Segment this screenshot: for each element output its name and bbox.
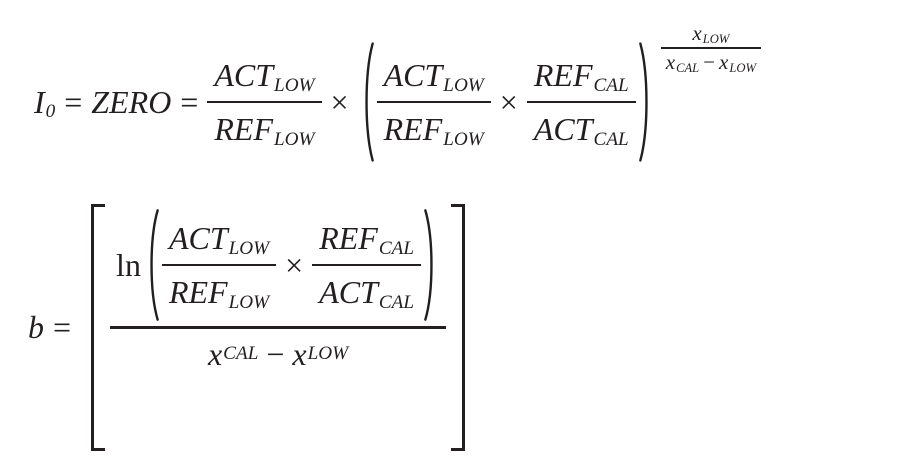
- exponent-fraction: xLOW xCAL − xLOW: [660, 20, 761, 76]
- equals-sign: =: [53, 308, 72, 345]
- times-operator: ×: [330, 83, 349, 120]
- ref-cal-over-act-cal-fraction: REFCAL ACTCAL: [526, 51, 636, 153]
- variable-base: x: [719, 49, 729, 74]
- equals-sign: =: [64, 83, 83, 120]
- act-low-over-ref-low-fraction: ACTLOW REFLOW: [161, 214, 277, 316]
- lhs-i0: I0: [34, 83, 56, 123]
- variable-base: REF: [168, 274, 228, 310]
- variable-subscript: CAL: [378, 291, 415, 313]
- fraction-bar: [207, 101, 322, 103]
- variable-subscript: LOW: [729, 60, 756, 75]
- variable-base: ACT: [168, 220, 228, 256]
- variable-base: x: [665, 49, 676, 74]
- variable-I: I: [34, 83, 45, 120]
- variable-subscript: LOW: [228, 237, 270, 259]
- variable-subscript: LOW: [274, 128, 315, 150]
- minus-sign: −: [266, 335, 285, 372]
- x-low-over-xcal-minus-xlow-fraction: xLOW xCAL − xLOW: [660, 20, 761, 76]
- variable-base: ACT: [214, 57, 274, 93]
- variable-base: ACT: [533, 111, 593, 147]
- open-paren: [145, 208, 160, 322]
- close-paren: [423, 208, 438, 322]
- ref-cal-over-act-cal-fraction: REFCAL ACTCAL: [312, 214, 422, 316]
- variable-base: x: [292, 335, 307, 372]
- variable-base: REF: [533, 57, 593, 93]
- numerator: ACTLOW: [377, 51, 491, 101]
- fraction-bar: [660, 47, 761, 49]
- equation-b: b = ln ACTLOW REFLOW × RE: [28, 204, 466, 451]
- zero-label: ZERO: [91, 83, 172, 120]
- denominator: ACTCAL: [312, 266, 421, 316]
- subscript-0: 0: [45, 101, 56, 123]
- variable-base: REF: [214, 111, 273, 147]
- minus-sign: −: [703, 49, 716, 74]
- main-numerator: ln ACTLOW REFLOW × REFCAL ACTCAL: [108, 204, 448, 326]
- denominator: REFLOW: [207, 103, 321, 153]
- denominator: ACTCAL: [527, 103, 636, 153]
- bracketed-group: ln ACTLOW REFLOW × REFCAL ACTCAL: [91, 204, 466, 451]
- equation-zero-i0: I0 = ZERO = ACTLOW REFLOW × ACTLOW REFLO…: [34, 21, 761, 176]
- act-low-over-ref-low-fraction: ACTLOW REFLOW: [376, 51, 491, 153]
- close-bracket: [451, 204, 466, 451]
- variable-subscript: CAL: [593, 74, 629, 96]
- variable-base: ACT: [319, 274, 378, 310]
- numerator: xLOW: [687, 20, 734, 47]
- denominator: REFLOW: [377, 103, 491, 153]
- variable-base: REF: [319, 220, 378, 256]
- variable-subscript: LOW: [443, 128, 484, 150]
- variable-subscript: CAL: [593, 128, 629, 150]
- denominator: REFLOW: [162, 266, 276, 316]
- variable-b: b: [28, 308, 44, 345]
- fraction-bar: [376, 101, 491, 103]
- denominator: xCAL − xLOW: [661, 49, 761, 76]
- close-paren: [638, 41, 653, 163]
- act-low-over-ref-low-fraction: ACTLOW REFLOW: [207, 51, 322, 153]
- variable-subscript: LOW: [702, 31, 730, 46]
- variable-subscript: CAL: [676, 60, 700, 75]
- variable-base: x: [692, 20, 702, 45]
- main-fraction: ln ACTLOW REFLOW × REFCAL ACTCAL: [105, 204, 451, 451]
- fraction-bar: [161, 264, 277, 266]
- numerator: ACTLOW: [207, 51, 321, 101]
- times-operator: ×: [499, 83, 518, 120]
- main-fraction-bar: [110, 326, 447, 329]
- fraction-bar: [526, 101, 636, 103]
- variable-subscript: CAL: [378, 237, 415, 259]
- variable-subscript: LOW: [228, 291, 270, 313]
- variable-base: x: [207, 335, 223, 372]
- ln-function-label: ln: [116, 246, 141, 283]
- numerator: ACTLOW: [162, 214, 276, 264]
- main-denominator: x CAL − x LOW: [207, 335, 349, 372]
- numerator: REFCAL: [312, 214, 421, 264]
- times-operator: ×: [285, 246, 304, 283]
- variable-base: ACT: [383, 57, 443, 93]
- numerator: REFCAL: [527, 51, 636, 101]
- variable-base: REF: [383, 111, 443, 147]
- fraction-bar: [312, 264, 422, 266]
- open-bracket: [91, 204, 106, 451]
- variable-subscript: LOW: [443, 74, 484, 96]
- equals-sign: =: [180, 83, 199, 120]
- variable-subscript: LOW: [274, 74, 315, 96]
- parenthesized-group: ACTLOW REFLOW × REFCAL ACTCAL xLOW xCAL −…: [358, 21, 761, 163]
- open-paren: [360, 41, 375, 163]
